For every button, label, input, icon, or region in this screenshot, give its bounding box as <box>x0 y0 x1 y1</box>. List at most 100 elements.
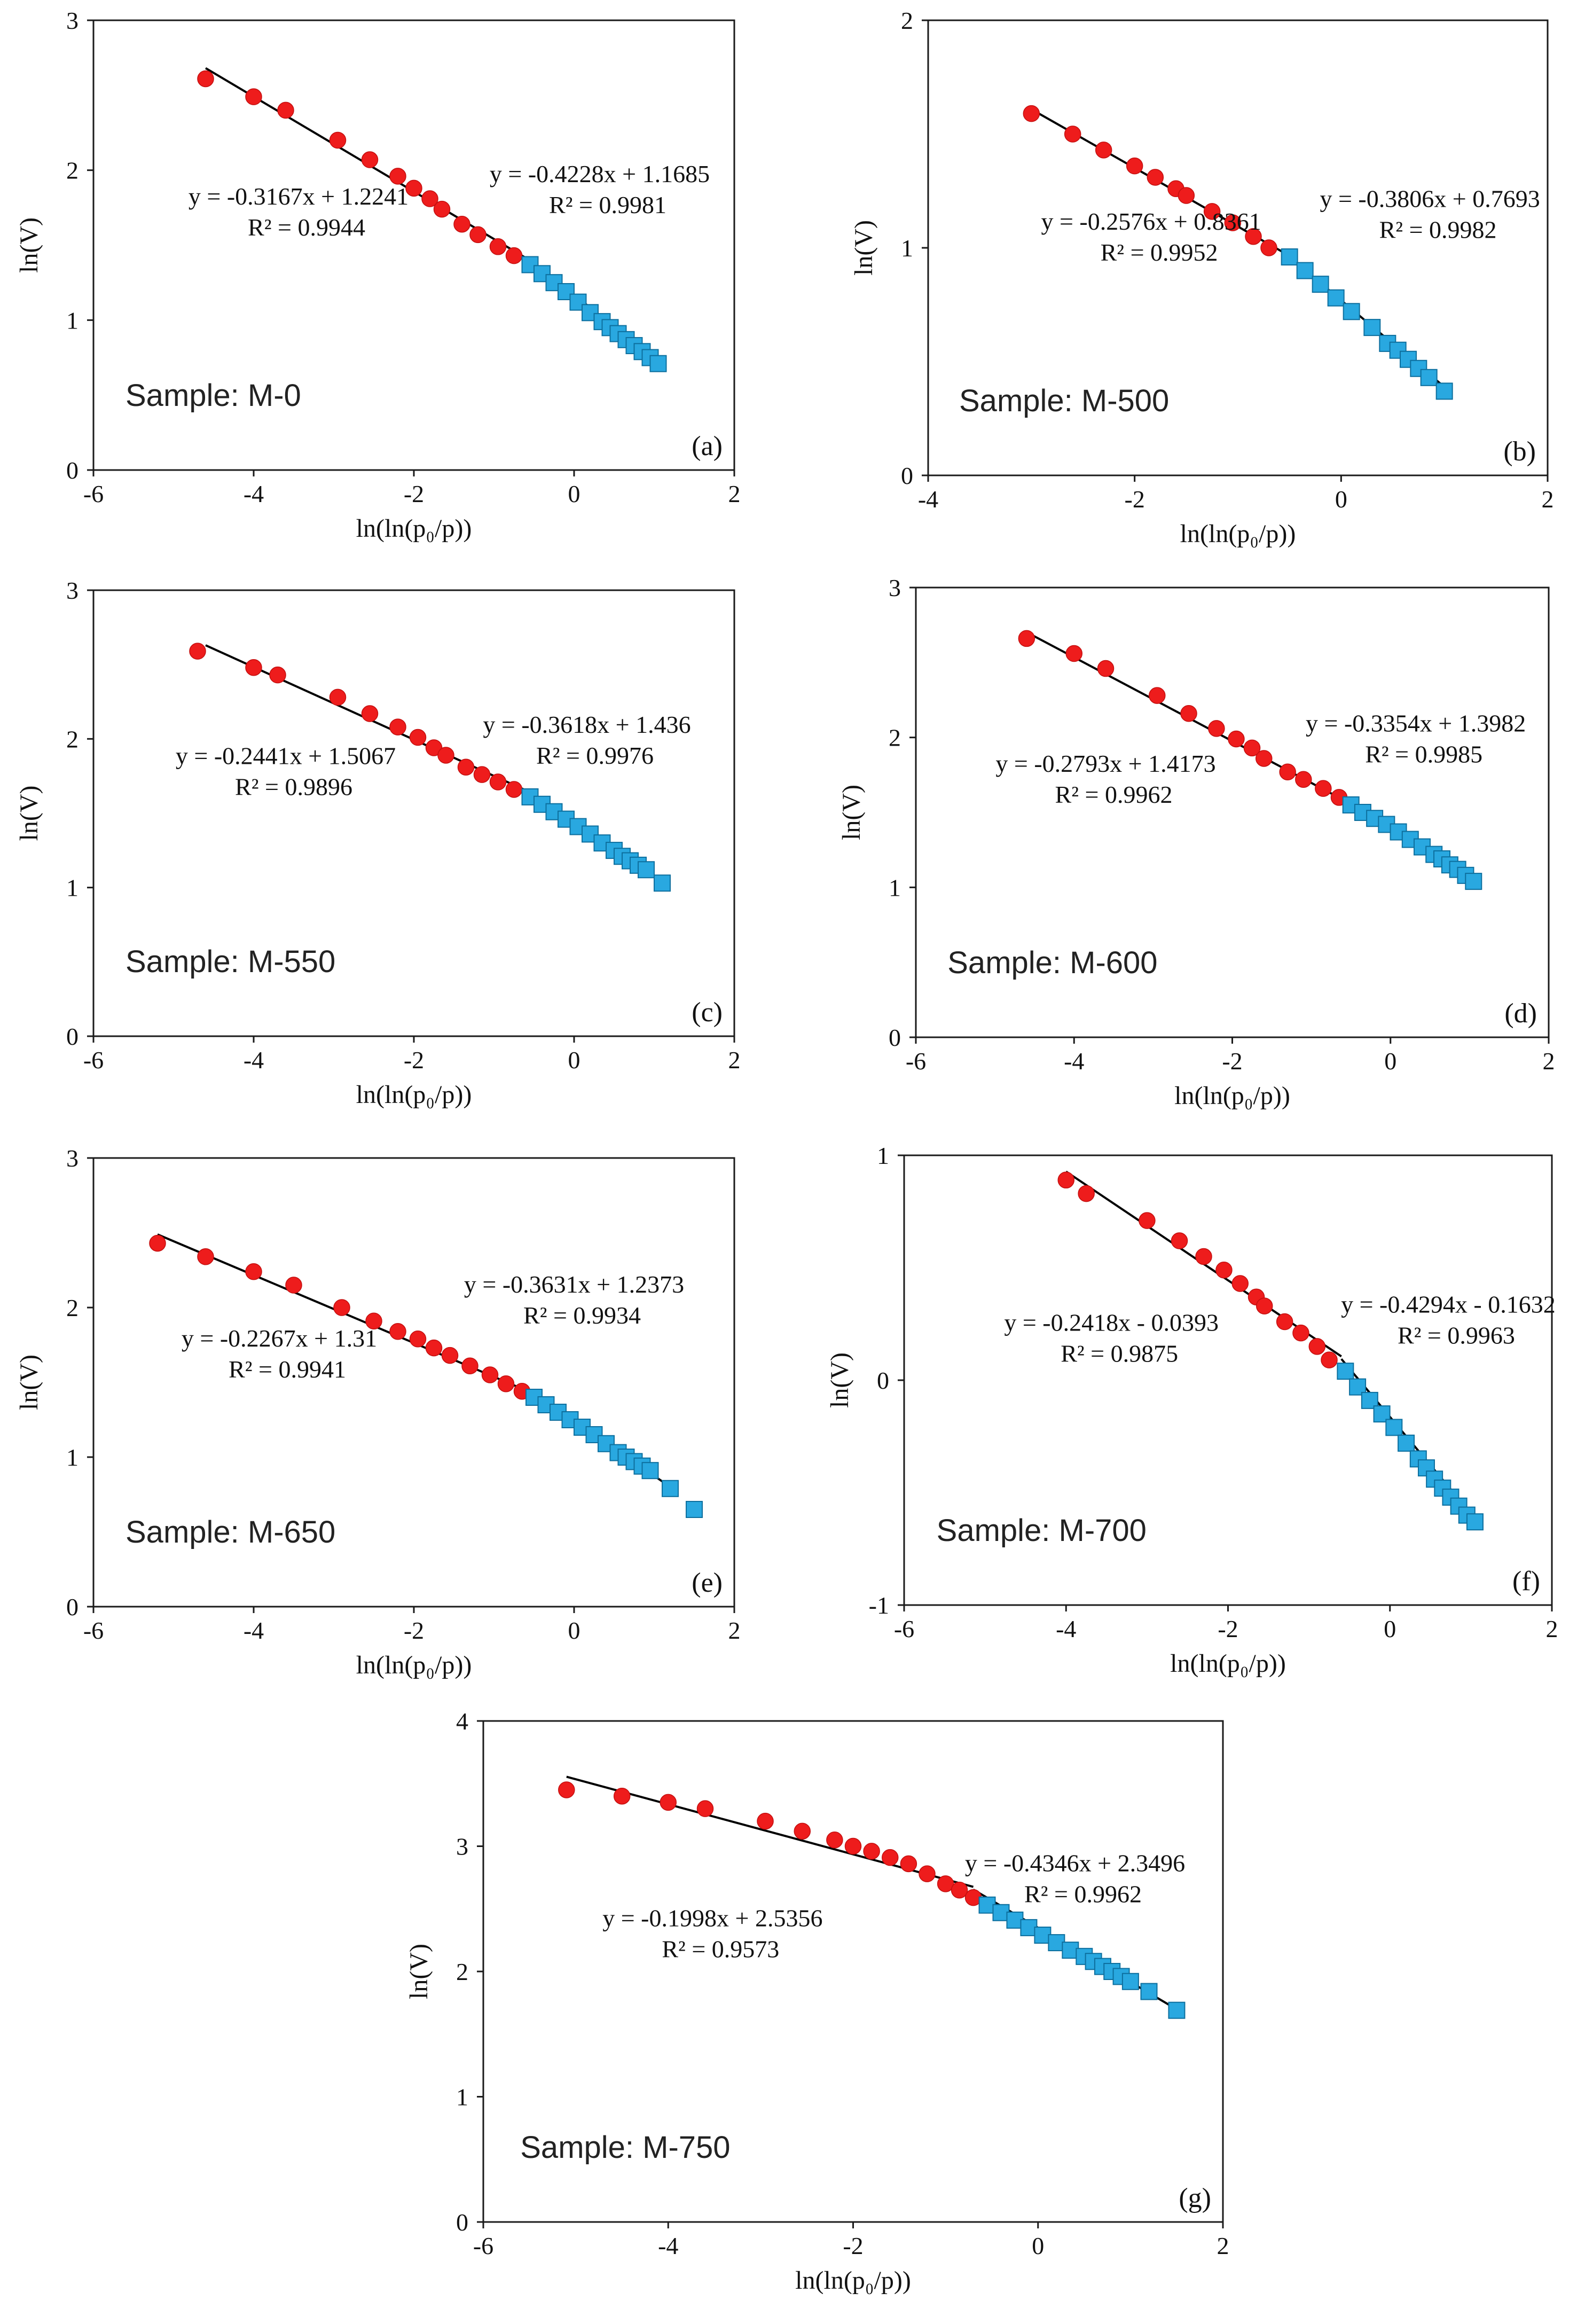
data-point-circle <box>197 70 214 88</box>
y-axis-label: ln(V) <box>850 220 878 276</box>
y-tick-label: 1 <box>456 2084 468 2111</box>
data-point-square <box>641 1462 659 1480</box>
sample-label: Sample: M-500 <box>959 384 1169 418</box>
data-point-circle <box>473 766 491 783</box>
y-axis-label: ln(V) <box>405 1944 433 1999</box>
x-tick-label: -4 <box>1064 1047 1084 1075</box>
x-tick-label: 0 <box>1384 1047 1396 1075</box>
data-point-square <box>1327 289 1345 307</box>
data-point-circle <box>1126 157 1143 175</box>
data-point-square <box>1398 1434 1415 1452</box>
fit-r2-1: R² = 0.9952 <box>1101 239 1218 266</box>
data-point-square <box>649 355 667 372</box>
fit-equation-1: y = -0.1998x + 2.5356 <box>602 1905 822 1932</box>
y-tick-label: 0 <box>66 1023 79 1050</box>
data-point-circle <box>329 131 347 149</box>
data-point-circle <box>1224 214 1242 231</box>
chart-panel-e: -6 -4 -2 0 2 0 1 2 3 ln(ln(p₀/p)) ln(V) y = -0.2267… <box>15 1145 741 1679</box>
panel-label: (c) <box>692 997 723 1028</box>
chart-panel-d: -6 -4 -2 0 2 0 1 2 3 ln(ln(p₀/p)) ln(V) y = -0.2793… <box>837 574 1555 1110</box>
x-axis-label: ln(ln(p₀/p)) <box>356 1651 472 1679</box>
data-point-circle <box>1243 739 1261 757</box>
data-point-circle <box>1208 720 1225 737</box>
fit-equation-1: y = -0.2576x + 0.8361 <box>1041 208 1261 235</box>
panel-label: (g) <box>1179 2183 1211 2213</box>
data-point-square <box>1385 1419 1403 1436</box>
fit-r2-2: R² = 0.9982 <box>1379 216 1497 243</box>
fit-r2-1: R² = 0.9896 <box>235 773 352 801</box>
data-point-square <box>569 293 587 311</box>
fit-equation-2: y = -0.4346x + 2.3496 <box>965 1849 1185 1876</box>
data-point-circle <box>660 1794 677 1811</box>
y-tick-label: 2 <box>456 1958 468 1985</box>
data-point-circle <box>1292 1324 1309 1342</box>
panel-label: (a) <box>692 431 723 461</box>
data-point-square <box>1121 1973 1139 1990</box>
data-point-circle <box>1215 1261 1233 1279</box>
data-point-circle <box>1095 142 1112 159</box>
data-point-circle <box>389 718 406 735</box>
x-tick-label: 2 <box>1543 1047 1555 1075</box>
data-point-circle <box>1256 750 1273 767</box>
panel-label: (e) <box>692 1568 723 1598</box>
y-tick-label: 3 <box>66 7 79 34</box>
fit-r2-2: R² = 0.9976 <box>536 742 654 769</box>
data-point-square <box>1465 873 1482 890</box>
y-tick-label: 2 <box>901 7 913 34</box>
data-point-circle <box>1276 1313 1293 1331</box>
fit-r2-1: R² = 0.9941 <box>229 1356 346 1383</box>
data-point-circle <box>469 226 487 244</box>
y-tick-label: 0 <box>901 462 913 489</box>
x-tick-label: 0 <box>1335 486 1347 513</box>
x-tick-label: 0 <box>1384 1615 1396 1642</box>
data-point-circle <box>900 1855 917 1873</box>
fit-r2-2: R² = 0.9985 <box>1365 740 1482 768</box>
data-point-circle <box>437 747 454 764</box>
data-point-square <box>1466 1513 1484 1531</box>
y-tick-label: 1 <box>901 234 913 262</box>
x-tick-label: -6 <box>83 480 104 507</box>
data-point-circle <box>1315 780 1332 797</box>
sample-label: Sample: M-700 <box>937 1513 1147 1548</box>
chart-panel-b: -4 -2 0 2 0 1 2 ln(ln(p₀/p)) ln(V) y = -0.2576x +… <box>850 7 1554 548</box>
sample-label: Sample: M-600 <box>947 945 1157 980</box>
data-point-circle <box>489 773 507 791</box>
data-point-circle <box>1260 239 1277 256</box>
fit-r2-1: R² = 0.9875 <box>1061 1340 1178 1367</box>
x-tick-label: -2 <box>404 480 424 507</box>
data-point-square <box>654 874 671 892</box>
data-point-circle <box>1018 630 1035 647</box>
x-axis-label: ln(ln(p₀/p)) <box>356 514 472 543</box>
sample-label: Sample: M-550 <box>125 944 335 979</box>
data-point-circle <box>245 88 262 105</box>
data-point-circle <box>558 1781 575 1798</box>
data-point-circle <box>457 758 475 776</box>
x-tick-label: -2 <box>1222 1047 1242 1075</box>
data-point-circle <box>1149 687 1166 704</box>
plot-frame <box>92 19 735 471</box>
y-axis-label: ln(V) <box>15 786 43 841</box>
y-axis-label: ln(V) <box>15 1355 43 1410</box>
data-point-square <box>1337 1363 1354 1380</box>
data-point-circle <box>1245 228 1262 245</box>
data-point-circle <box>497 1375 515 1392</box>
data-point-circle <box>1147 169 1164 186</box>
data-point-circle <box>1171 1232 1188 1249</box>
data-point-circle <box>149 1234 166 1252</box>
fit-r2-2: R² = 0.9963 <box>1398 1322 1515 1349</box>
data-point-circle <box>489 238 507 255</box>
x-tick-label: 2 <box>728 1617 741 1644</box>
x-tick-label: -6 <box>906 1047 926 1075</box>
fit-equation-1: y = -0.2793x + 1.4173 <box>995 750 1215 777</box>
panel-label: (d) <box>1504 998 1537 1029</box>
data-point-square <box>1312 276 1329 293</box>
data-point-circle <box>613 1787 631 1805</box>
data-point-circle <box>505 247 523 264</box>
x-tick-label: -2 <box>1125 486 1145 513</box>
y-tick-label: 1 <box>66 1444 79 1471</box>
data-point-circle <box>405 179 422 197</box>
fit-r2-1: R² = 0.9962 <box>1055 781 1173 808</box>
fit-r2-2: R² = 0.9934 <box>523 1302 641 1329</box>
x-tick-label: 2 <box>1546 1615 1558 1642</box>
